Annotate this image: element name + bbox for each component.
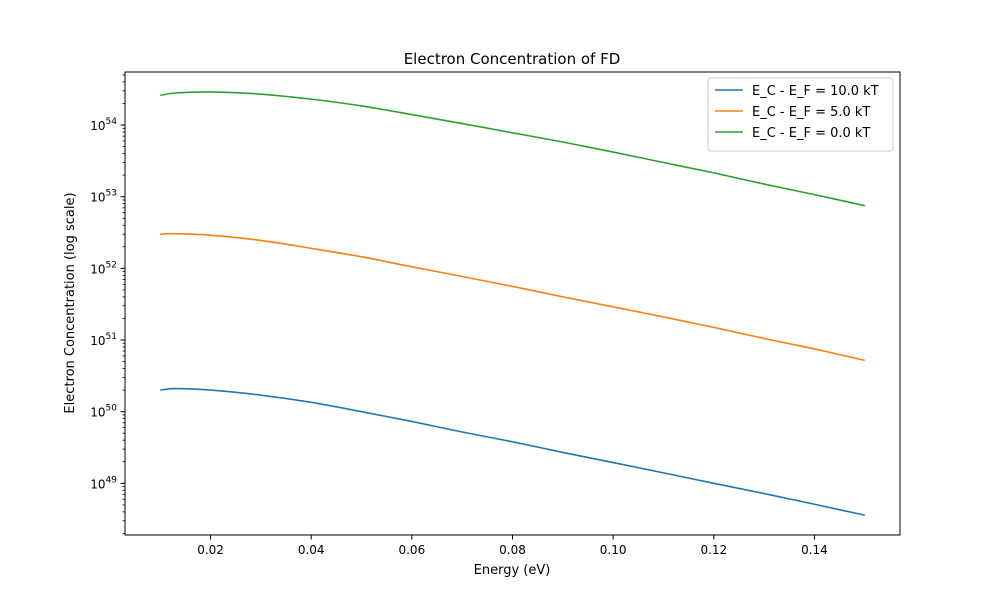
x-tick-label: 0.14 xyxy=(801,543,828,557)
series-line-1 xyxy=(160,387,865,516)
legend-label-3: E_C - E_F = 0.0 kT xyxy=(752,126,870,141)
legend-label-1: E_C - E_F = 10.0 kT xyxy=(752,84,879,99)
y-tick-label: 1053 xyxy=(90,189,117,205)
x-axis-title: Energy (eV) xyxy=(474,563,551,578)
x-axis: 0.02 0.04 0.06 0.08 0.10 0.12 0.14 xyxy=(197,535,828,557)
x-tick-label: 0.06 xyxy=(398,543,425,557)
legend-box xyxy=(707,77,894,152)
series-line-3 xyxy=(160,91,865,207)
chart-title: Electron Concentration of FD xyxy=(404,50,621,68)
y-axis: 1049 1050 1051 1052 1053 1054 xyxy=(90,74,125,534)
plot-area xyxy=(160,91,865,516)
legend-label-2: E_C - E_F = 5.0 kT xyxy=(752,105,870,120)
y-tick-label: 1052 xyxy=(90,260,117,276)
x-tick-label: 0.08 xyxy=(499,543,526,557)
y-tick-label: 1050 xyxy=(90,404,117,420)
x-tick-label: 0.10 xyxy=(600,543,627,557)
y-axis-title: Electron Concentration (log scale) xyxy=(63,192,78,413)
x-tick-label: 0.04 xyxy=(298,543,325,557)
legend: E_C - E_F = 10.0 kT E_C - E_F = 5.0 kT E_C… xyxy=(707,77,894,152)
y-tick-label: 1049 xyxy=(90,475,117,491)
series-line-2 xyxy=(160,232,865,362)
x-tick-label: 0.12 xyxy=(700,543,727,557)
y-tick-label: 1051 xyxy=(90,332,117,348)
x-tick-label: 0.02 xyxy=(197,543,224,557)
y-tick-label: 1054 xyxy=(90,117,117,133)
